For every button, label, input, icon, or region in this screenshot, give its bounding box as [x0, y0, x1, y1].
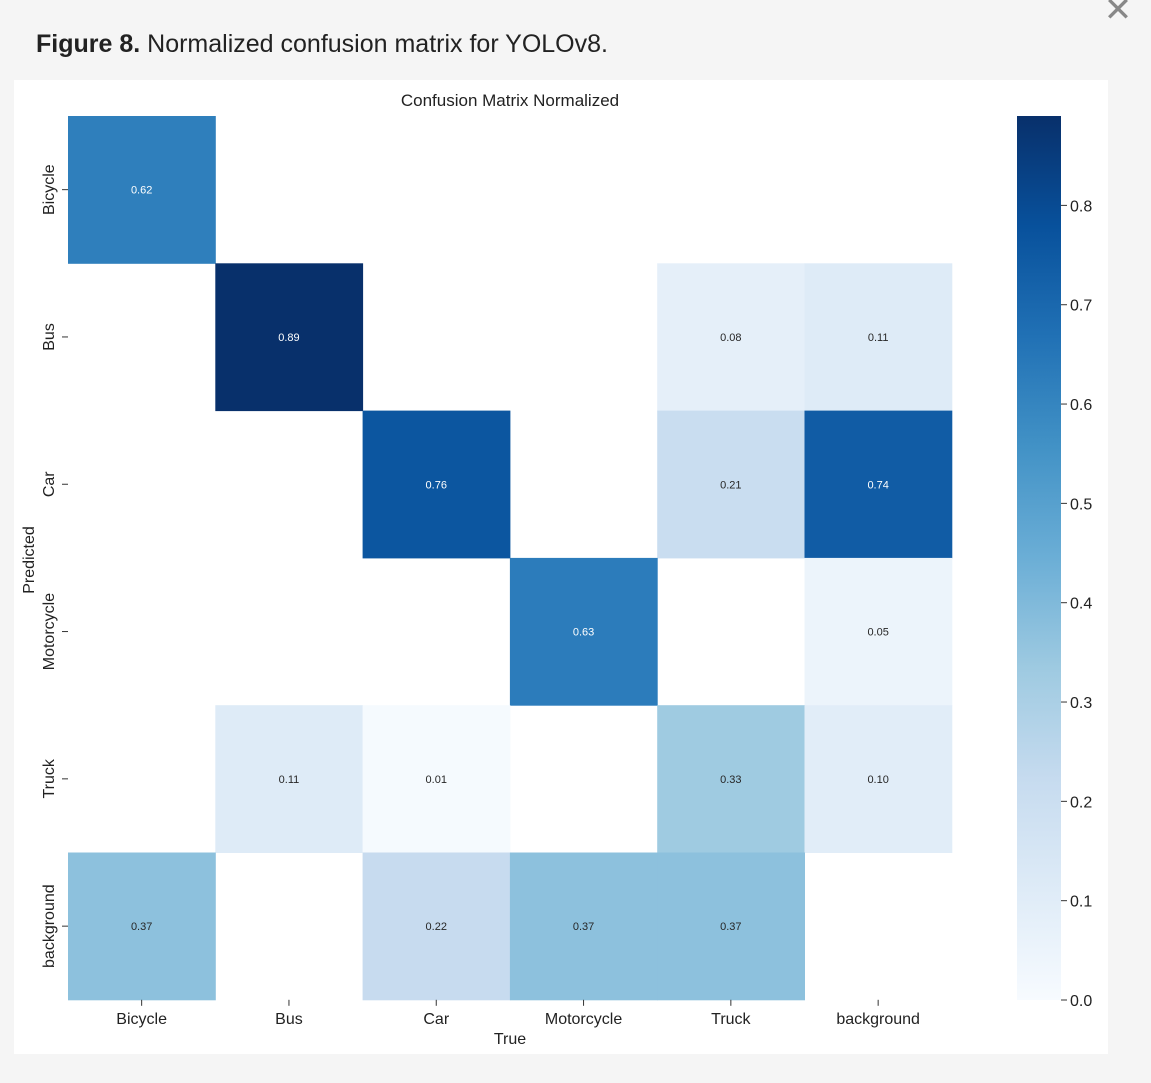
close-icon[interactable]: ✕: [1103, 0, 1133, 30]
cell-value-label: 0.11: [868, 332, 889, 344]
x-tick-label: Motorcycle: [545, 1011, 622, 1028]
heatmap-cell: [215, 705, 364, 853]
confusion-matrix-chart: Confusion Matrix Normalized True Predict…: [21, 91, 1092, 1048]
chart-title: Confusion Matrix Normalized: [401, 91, 619, 110]
heatmap-cell: [657, 705, 805, 853]
cell-value-label: 0.33: [720, 774, 741, 786]
x-axis-label: True: [494, 1031, 526, 1048]
heatmap-cell: [68, 116, 216, 264]
heatmap-cell: [657, 263, 805, 412]
heatmap-cell: [657, 410, 805, 559]
colorbar-tick-label: 0.7: [1070, 298, 1092, 315]
figure-caption-text: Normalized confusion matrix for YOLOv8.: [147, 30, 608, 58]
x-tick-label: Bicycle: [116, 1011, 167, 1028]
cell-value-label: 0.89: [278, 332, 299, 344]
cell-value-label: 0.10: [867, 774, 888, 786]
cell-value-label: 0.37: [573, 921, 594, 933]
heatmap-cell: [68, 852, 216, 1001]
heatmap-cell: [804, 263, 953, 412]
x-ticks: Bicycle Bus Car Motorcycle Truck background: [116, 999, 920, 1028]
cell-value-label: 0.62: [131, 185, 152, 197]
cell-value-label: 0.22: [426, 921, 447, 933]
cell-value-label: 0.63: [573, 627, 594, 639]
cell-value-label: 0.21: [720, 479, 741, 491]
cell-value-label: 0.11: [279, 774, 300, 786]
heatmap-cell: [215, 263, 364, 412]
x-tick-label: Car: [423, 1011, 449, 1028]
colorbar-tick-label: 0.2: [1070, 794, 1092, 811]
cell-value-label: 0.76: [426, 479, 447, 491]
y-tick-label: Bicycle: [41, 164, 58, 215]
colorbar-tick-label: 0.4: [1070, 596, 1092, 613]
colorbar-tick-label: 0.5: [1070, 496, 1092, 513]
cell-value-label: 0.37: [131, 921, 152, 933]
x-tick-label: Bus: [275, 1011, 303, 1028]
cell-value-label: 0.74: [867, 479, 888, 491]
y-tick-label: Motorcycle: [41, 593, 58, 670]
y-tick-label: Car: [41, 471, 58, 497]
heatmap-cells: 0.62 0.89 0.08 0.11 0.76 0.21 0.74 0.63 0.05 0.11…: [68, 116, 953, 1001]
colorbar-tick-label: 0.3: [1070, 695, 1092, 712]
colorbar-ticks: 0.0 0.1 0.2 0.3 0.4 0.5 0.6 0.7 0.8: [1061, 198, 1092, 1010]
heatmap-cell: [509, 852, 658, 1001]
heatmap-cell: [804, 705, 953, 853]
y-tick-label: background: [41, 884, 58, 968]
x-tick-label: background: [836, 1011, 920, 1028]
y-axis-label: Predicted: [21, 526, 38, 594]
heatmap-cell: [362, 852, 511, 1001]
colorbar-tick-label: 0.8: [1070, 198, 1092, 215]
x-tick-label: Truck: [711, 1011, 751, 1028]
heatmap-cell: [362, 410, 511, 559]
y-tick-label: Bus: [41, 323, 58, 351]
cell-value-label: 0.08: [720, 332, 741, 344]
cell-value-label: 0.01: [426, 774, 447, 786]
heatmap-cell: [657, 852, 805, 1001]
figure-caption: Figure 8. Normalized confusion matrix fo…: [36, 30, 608, 59]
colorbar-tick-label: 0.6: [1070, 397, 1092, 414]
heatmap-cell: [509, 557, 658, 706]
cell-value-label: 0.05: [867, 627, 888, 639]
figure-label: Figure 8.: [36, 30, 141, 58]
y-ticks: Bicycle Bus Car Motorcycle Truck background: [41, 164, 68, 968]
figure-panel: Confusion Matrix Normalized True Predict…: [14, 80, 1108, 1054]
cell-value-label: 0.37: [720, 921, 741, 933]
y-tick-label: Truck: [41, 758, 58, 798]
heatmap-cell: [804, 410, 953, 559]
heatmap-cell: [362, 705, 511, 853]
heatmap-cell: [804, 557, 953, 706]
colorbar-tick-label: 0.1: [1070, 894, 1092, 911]
colorbar: [1017, 116, 1061, 1000]
colorbar-tick-label: 0.0: [1070, 993, 1092, 1010]
